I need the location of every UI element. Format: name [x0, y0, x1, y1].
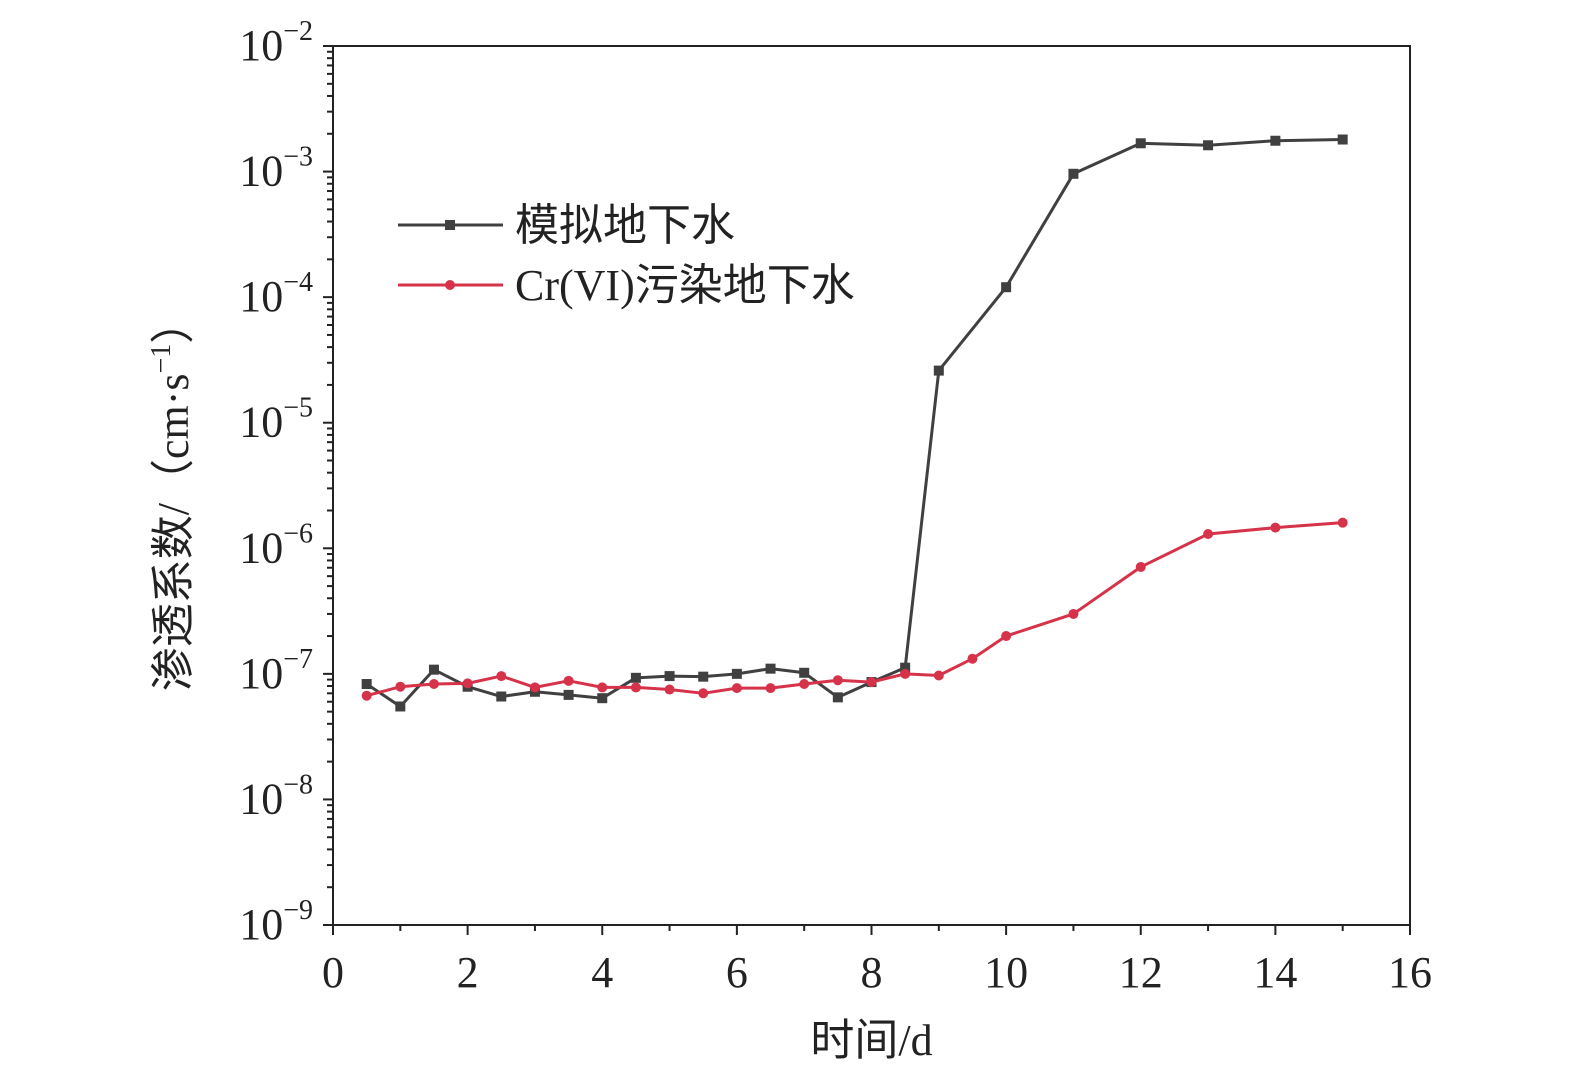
y-tick-label: 10−6: [239, 518, 313, 572]
x-tick-label: 10: [984, 948, 1028, 997]
data-point: [832, 692, 843, 703]
data-point: [900, 668, 911, 679]
data-point: [630, 672, 641, 683]
data-point: [967, 653, 978, 664]
y-tick-exponent: −2: [283, 16, 313, 47]
data-point: [496, 691, 507, 702]
y-tick-base: 10: [239, 900, 283, 949]
y-tick-base: 10: [239, 21, 283, 70]
data-point: [1270, 522, 1281, 533]
data-point: [698, 688, 709, 699]
data-point: [698, 671, 709, 682]
y-tick-exponent: −3: [283, 142, 313, 173]
data-point: [529, 682, 540, 693]
y-tick-exponent: −5: [283, 393, 313, 424]
data-point: [428, 679, 439, 690]
data-point: [563, 689, 574, 700]
y-tick-label: 10−7: [239, 644, 313, 698]
x-tick-label: 6: [726, 948, 748, 997]
data-point: [765, 683, 776, 694]
plot-frame: [332, 45, 1411, 926]
y-tick-base: 10: [239, 147, 283, 196]
data-point: [799, 679, 810, 690]
data-point: [1068, 608, 1079, 619]
y-tick-label: 10−2: [239, 16, 313, 70]
x-tick-label: 4: [591, 948, 613, 997]
data-point: [395, 681, 406, 692]
y-tick-base: 10: [239, 398, 283, 447]
data-point: [1068, 168, 1079, 179]
legend-marker-1: [445, 220, 455, 230]
y-tick-exponent: −8: [283, 769, 313, 800]
data-point: [597, 682, 608, 693]
data-point: [664, 684, 675, 695]
x-tick-label: 14: [1253, 948, 1297, 997]
data-point: [933, 365, 944, 376]
y-tick-label: 10−3: [239, 142, 313, 196]
y-tick-exponent: −7: [283, 644, 313, 675]
data-point: [1135, 138, 1146, 149]
data-point: [428, 664, 439, 675]
y-axis-title-main: 渗透系数/（cm·s: [149, 374, 198, 692]
y-tick-base: 10: [239, 523, 283, 572]
data-point: [1270, 135, 1281, 146]
data-point: [1337, 134, 1348, 145]
x-tick-label: 8: [861, 948, 883, 997]
data-point: [799, 667, 810, 678]
x-tick-label: 0: [322, 948, 344, 997]
x-tick-label: 16: [1388, 948, 1432, 997]
y-tick-exponent: −6: [283, 518, 313, 549]
data-point: [630, 682, 641, 693]
legend: 模拟地下水 Cr(VI)污染地下水: [398, 201, 855, 310]
legend-label-1: 模拟地下水: [515, 201, 735, 250]
data-point: [597, 693, 608, 704]
y-tick-base: 10: [239, 774, 283, 823]
data-point: [395, 701, 406, 712]
y-tick-base: 10: [239, 649, 283, 698]
data-point: [664, 671, 675, 682]
data-point: [462, 678, 473, 689]
x-axis-title: 时间/d: [810, 1016, 932, 1065]
x-tick-label: 2: [457, 948, 479, 997]
data-point: [1203, 528, 1214, 539]
data-point: [866, 677, 877, 688]
data-point: [1337, 517, 1348, 528]
data-point: [1001, 631, 1012, 642]
data-point: [731, 683, 742, 694]
plot-area: [361, 134, 1348, 712]
data-point: [496, 671, 507, 682]
y-tick-base: 10: [239, 272, 283, 321]
data-point: [933, 670, 944, 681]
y-tick-exponent: −4: [283, 267, 313, 298]
y-axis-title-exponent: −1: [146, 344, 177, 374]
y-axis-title-close: ）: [149, 300, 198, 344]
x-tick-label: 12: [1119, 948, 1163, 997]
data-point: [765, 663, 776, 674]
data-point: [832, 675, 843, 686]
data-point: [361, 690, 372, 701]
data-point: [563, 675, 574, 686]
series-line-1: [365, 138, 1343, 708]
data-point: [1203, 140, 1214, 151]
y-tick-exponent: −9: [283, 895, 313, 926]
data-point: [900, 662, 911, 673]
data-point: [1135, 561, 1146, 572]
data-point: [731, 668, 742, 679]
y-axis-title: 渗透系数/（cm·s−1）: [146, 300, 198, 692]
axes: 0 2 4 6 8 10 12 14 1610−910−810−710−610−510−410−…: [239, 16, 1432, 997]
data-point: [1001, 282, 1012, 293]
y-tick-label: 10−9: [239, 895, 313, 949]
y-tick-label: 10−4: [239, 267, 313, 321]
series-line-2: [366, 521, 1343, 698]
y-tick-label: 10−8: [239, 769, 313, 823]
legend-label-2: Cr(VI)污染地下水: [515, 261, 855, 310]
y-tick-label: 10−5: [239, 393, 313, 447]
legend-marker-2: [445, 280, 455, 290]
data-point: [361, 679, 372, 690]
